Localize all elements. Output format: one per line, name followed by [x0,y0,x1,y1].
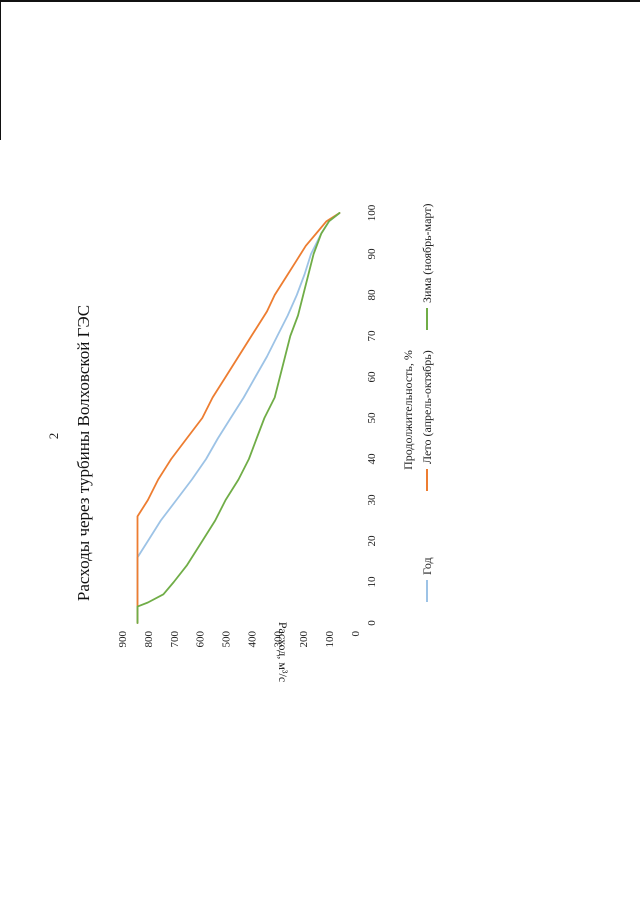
chart-title: Расходы через турбины Волховской ГЭС [74,305,93,601]
plot-area [136,212,341,624]
scan-left-edge [0,0,1,140]
legend-label: Лето (апрель-октябрь) [420,350,434,464]
y-tick-label: 300 [272,631,284,648]
y-tick-label: 500 [221,631,233,648]
legend: Год Лето (апрель-октябрь) Зима (ноябрь-мар… [420,204,434,602]
scan-top-edge [0,0,640,2]
y-tick-label: 700 [169,631,181,648]
y-tick-label: 0 [350,631,362,637]
x-tick-label: 20 [366,535,378,547]
y-tick-label: 600 [195,631,207,648]
x-tick-label: 10 [366,576,378,588]
y-tick-label: 400 [246,631,258,648]
x-tick-label: 0 [366,620,378,626]
y-tick-label: 200 [298,631,310,648]
series-line [136,212,341,624]
chart-rotated-group: Расходы через турбины Волховской ГЭС Рас… [74,204,434,683]
y-tick-label: 800 [143,631,155,648]
legend-label: Год [420,557,434,575]
series-line [136,212,341,624]
x-tick-label: 60 [366,371,378,383]
y-tick-label: 900 [117,631,129,648]
y-axis-title: Расход, м³/с [276,622,290,682]
legend-label: Зима (ноябрь-март) [420,204,434,303]
y-axis-ticks: 0 100 200 300 400 500 600 700 800 900 [117,631,362,648]
x-axis-title: Продолжительность, % [401,350,415,470]
x-tick-label: 70 [366,330,378,342]
x-tick-label: 50 [366,412,378,424]
x-tick-label: 100 [366,204,378,221]
series-line [136,212,341,624]
x-axis-ticks: 0 10 20 30 40 50 60 70 80 90 100 [366,204,378,626]
x-tick-label: 30 [366,494,378,506]
x-tick-label: 40 [366,453,378,465]
y-tick-label: 100 [324,631,336,648]
x-tick-label: 80 [366,289,378,301]
x-tick-label: 90 [366,248,378,260]
